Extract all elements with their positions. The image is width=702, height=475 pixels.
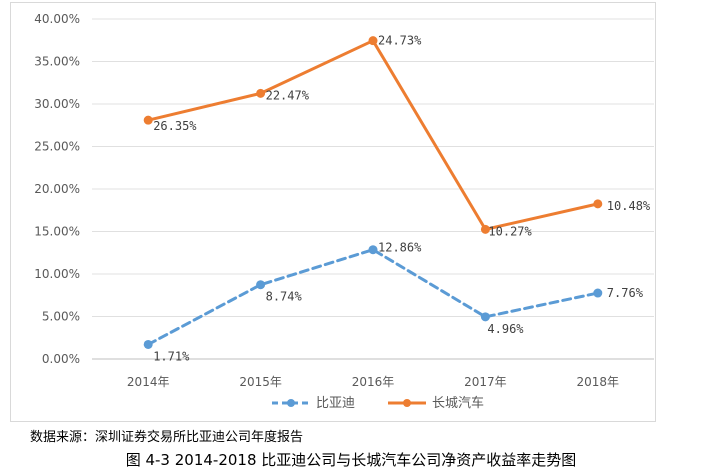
figure-caption: 图 4-3 2014-2018 比亚迪公司与长城汽车公司净资产收益率走势图 bbox=[125, 451, 577, 469]
legend-marker bbox=[403, 399, 411, 407]
data-point bbox=[256, 280, 266, 290]
data-label: 4.96% bbox=[487, 322, 524, 336]
data-point bbox=[480, 224, 490, 234]
x-tick-label: 2017年 bbox=[464, 375, 507, 389]
data-point bbox=[368, 36, 378, 46]
legend-label: 比亚迪 bbox=[316, 396, 355, 411]
data-label: 8.74% bbox=[266, 290, 303, 304]
data-label: 7.76% bbox=[607, 286, 644, 300]
line-chart: 0.00% 5.00% 10.00% 15.00% 20.00% 25.00% 30.00%… bbox=[34, 12, 654, 411]
data-point bbox=[143, 115, 153, 125]
data-label: 10.27% bbox=[488, 224, 532, 238]
series-line bbox=[146, 39, 600, 231]
data-label: 24.73% bbox=[378, 34, 422, 48]
source-note: 数据来源：深圳证券交易所比亚迪公司年度报告 bbox=[30, 430, 304, 445]
y-tick-label: 35.00% bbox=[34, 55, 80, 69]
data-point bbox=[480, 312, 490, 322]
x-tick-label: 2015年 bbox=[239, 375, 282, 389]
y-tick-label: 5.00% bbox=[42, 310, 80, 324]
x-tick-label: 2018年 bbox=[577, 375, 620, 389]
x-tick-label: 2014年 bbox=[127, 375, 170, 389]
y-tick-label: 15.00% bbox=[34, 225, 80, 239]
series-line bbox=[146, 248, 600, 346]
data-point bbox=[368, 245, 378, 255]
data-point bbox=[593, 199, 603, 209]
y-tick-label: 25.00% bbox=[34, 140, 80, 154]
y-tick-label: 10.00% bbox=[34, 267, 80, 281]
y-tick-label: 40.00% bbox=[34, 12, 80, 26]
data-label: 12.86% bbox=[378, 241, 422, 255]
y-tick-label: 0.00% bbox=[42, 352, 80, 366]
y-tick-label: 20.00% bbox=[34, 182, 80, 196]
data-point bbox=[593, 288, 603, 298]
legend-marker bbox=[287, 399, 295, 407]
data-label: 22.47% bbox=[266, 88, 310, 102]
data-label: 26.35% bbox=[153, 119, 197, 133]
legend-label: 长城汽车 bbox=[432, 395, 484, 411]
y-tick-label: 30.00% bbox=[34, 97, 80, 111]
data-point bbox=[256, 88, 266, 98]
chart-frame bbox=[10, 2, 656, 422]
x-tick-label: 2016年 bbox=[352, 375, 395, 389]
data-label: 1.71% bbox=[153, 349, 190, 363]
data-label: 10.48% bbox=[607, 199, 651, 213]
data-point bbox=[143, 339, 153, 349]
